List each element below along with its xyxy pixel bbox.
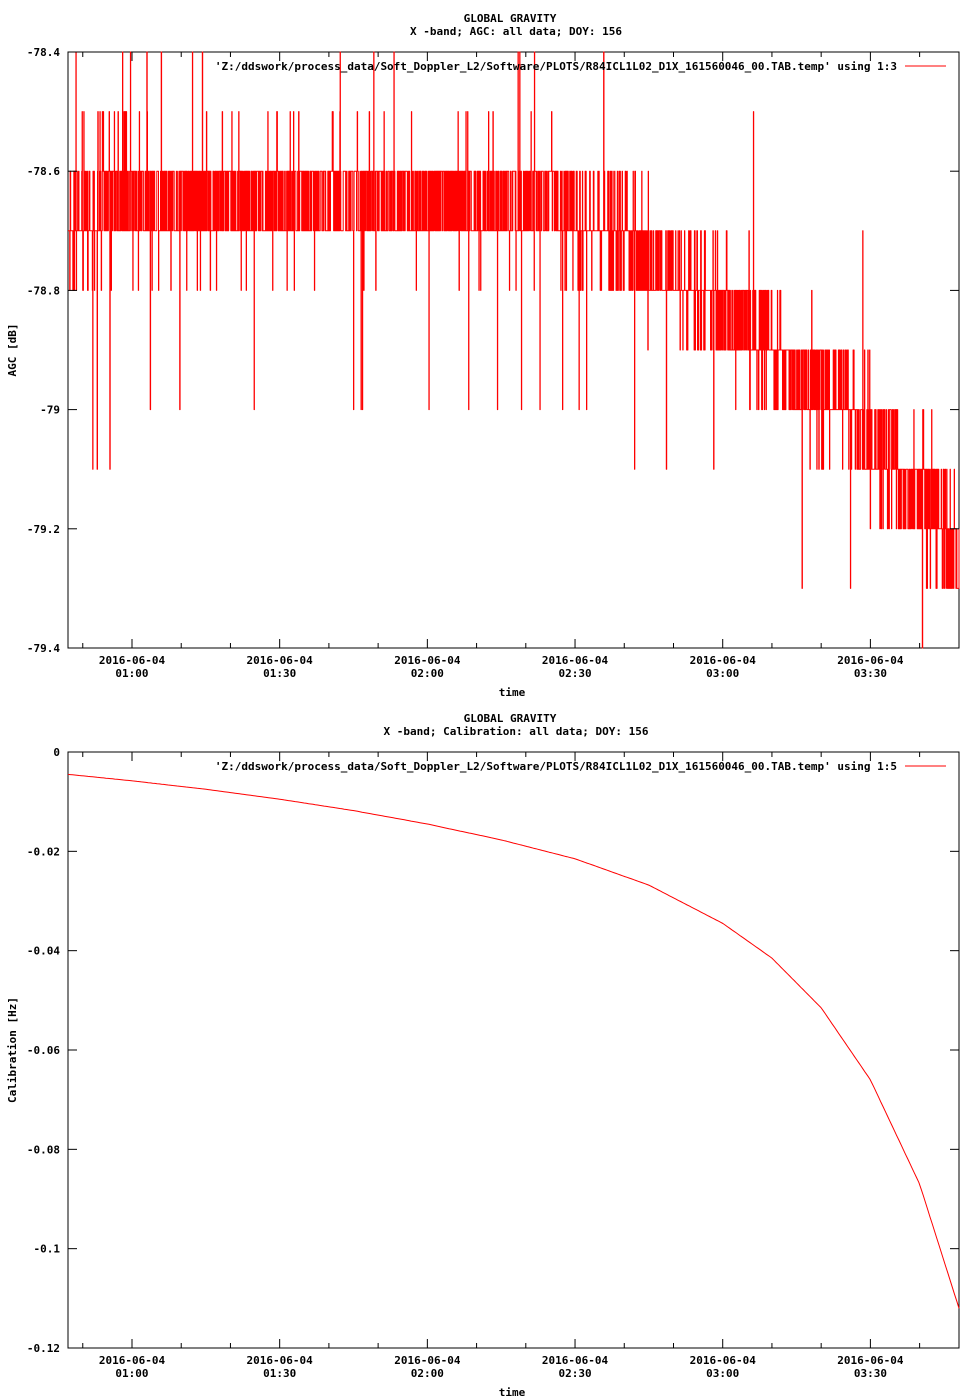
- calibration-y-tick-label: -0.12: [27, 1342, 60, 1355]
- agc-x-tick-time: 01:00: [115, 667, 148, 680]
- calibration-plot-frame: [67, 751, 960, 1349]
- calibration-y-tick-label: -0.06: [27, 1044, 60, 1057]
- agc-y-axis: -78.4 -78.6 -78.8 -79 -79.2 -79.4: [27, 46, 959, 655]
- calibration-x-tick-time: 01:00: [115, 1367, 148, 1380]
- agc-x-tick-date: 2016-06-04: [247, 654, 314, 667]
- agc-chart-subtitle: X -band; AGC: all data; DOY: 156: [410, 25, 622, 38]
- agc-x-tick-time: 03:30: [854, 667, 887, 680]
- agc-legend-label: 'Z:/ddswork/process_data/Soft_Doppler_L2…: [215, 60, 897, 73]
- calibration-x-axis: 2016-06-0401:002016-06-0401:302016-06-04…: [82, 752, 921, 1380]
- calibration-x-tick-time: 02:30: [558, 1367, 591, 1380]
- calibration-chart-title: GLOBAL GRAVITY: [464, 712, 557, 725]
- calibration-series-group: [67, 773, 960, 1309]
- calibration-y-tick-label: -0.1: [34, 1243, 61, 1256]
- calibration-series-line: [67, 773, 960, 1309]
- agc-y-tick-label: -78.4: [27, 46, 60, 59]
- agc-x-tick-date: 2016-06-04: [837, 654, 904, 667]
- calibration-y-tick-label: -0.02: [27, 845, 60, 858]
- calibration-y-tick-label: 0: [53, 746, 60, 759]
- calibration-chart-subtitle: X -band; Calibration: all data; DOY: 156: [384, 725, 649, 738]
- agc-x-tick-time: 02:00: [411, 667, 444, 680]
- agc-legend: 'Z:/ddswork/process_data/Soft_Doppler_L2…: [215, 60, 946, 73]
- calibration-y-tick-label: -0.04: [27, 945, 60, 958]
- calibration-x-tick-time: 03:00: [706, 1367, 739, 1380]
- agc-x-tick-date: 2016-06-04: [99, 654, 166, 667]
- calibration-x-tick-date: 2016-06-04: [837, 1354, 904, 1367]
- agc-y-axis-label: AGC [dB]: [6, 324, 19, 377]
- agc-y-tick-label: -79.4: [27, 642, 60, 655]
- agc-y-tick-label: -78.6: [27, 165, 60, 178]
- agc-chart: GLOBAL GRAVITY X -band; AGC: all data; D…: [6, 12, 960, 699]
- agc-x-axis: 2016-06-0401:002016-06-0401:302016-06-04…: [82, 52, 921, 680]
- agc-x-tick-date: 2016-06-04: [690, 654, 757, 667]
- agc-chart-title: GLOBAL GRAVITY: [464, 12, 557, 25]
- calibration-chart: GLOBAL GRAVITY X -band; Calibration: all…: [6, 712, 960, 1399]
- agc-y-tick-label: -79: [40, 404, 60, 417]
- calibration-x-tick-time: 01:30: [263, 1367, 296, 1380]
- agc-x-tick-time: 03:00: [706, 667, 739, 680]
- calibration-x-axis-label: time: [499, 1386, 526, 1399]
- calibration-x-tick-date: 2016-06-04: [99, 1354, 166, 1367]
- calibration-x-tick-time: 02:00: [411, 1367, 444, 1380]
- agc-y-tick-label: -79.2: [27, 523, 60, 536]
- agc-x-axis-label: time: [499, 686, 526, 699]
- agc-series-group: [67, 51, 960, 649]
- agc-plot-frame: [67, 51, 960, 649]
- agc-x-tick-time: 01:30: [263, 667, 296, 680]
- calibration-x-tick-time: 03:30: [854, 1367, 887, 1380]
- calibration-legend: 'Z:/ddswork/process_data/Soft_Doppler_L2…: [215, 760, 946, 773]
- calibration-y-tick-label: -0.08: [27, 1143, 60, 1156]
- agc-x-tick-time: 02:30: [558, 667, 591, 680]
- calibration-y-axis: 0 -0.02 -0.04 -0.06 -0.08 -0.1 -0.12: [27, 746, 959, 1355]
- agc-x-tick-date: 2016-06-04: [394, 654, 461, 667]
- calibration-x-tick-date: 2016-06-04: [542, 1354, 609, 1367]
- agc-series-line: [67, 51, 960, 649]
- calibration-legend-label: 'Z:/ddswork/process_data/Soft_Doppler_L2…: [215, 760, 897, 773]
- agc-x-tick-date: 2016-06-04: [542, 654, 609, 667]
- calibration-x-tick-date: 2016-06-04: [394, 1354, 461, 1367]
- agc-y-tick-label: -78.8: [27, 284, 60, 297]
- calibration-x-tick-date: 2016-06-04: [247, 1354, 314, 1367]
- calibration-y-axis-label: Calibration [Hz]: [6, 997, 19, 1103]
- calibration-x-tick-date: 2016-06-04: [690, 1354, 757, 1367]
